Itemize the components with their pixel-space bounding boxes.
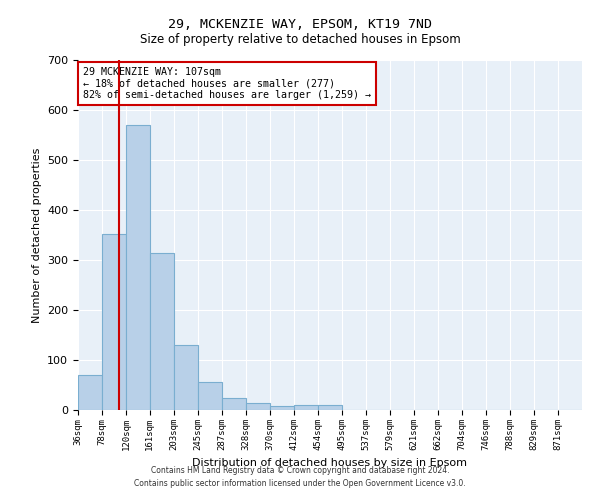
Bar	[102, 234, 126, 410]
Bar	[174, 345, 198, 410]
Text: 29 MCKENZIE WAY: 107sqm
← 18% of detached houses are smaller (277)
82% of semi-d: 29 MCKENZIE WAY: 107sqm ← 18% of detache…	[83, 67, 371, 100]
Bar	[78, 375, 102, 410]
Text: Size of property relative to detached houses in Epsom: Size of property relative to detached ho…	[140, 32, 460, 46]
Bar	[222, 398, 246, 410]
X-axis label: Distribution of detached houses by size in Epsom: Distribution of detached houses by size …	[193, 458, 467, 468]
Bar	[150, 252, 174, 410]
Bar	[318, 405, 342, 410]
Bar	[270, 406, 294, 410]
Bar	[198, 382, 222, 410]
Bar	[294, 405, 318, 410]
Text: 29, MCKENZIE WAY, EPSOM, KT19 7ND: 29, MCKENZIE WAY, EPSOM, KT19 7ND	[168, 18, 432, 30]
Bar	[126, 124, 150, 410]
Bar	[246, 402, 270, 410]
Text: Contains HM Land Registry data © Crown copyright and database right 2024.
Contai: Contains HM Land Registry data © Crown c…	[134, 466, 466, 487]
Y-axis label: Number of detached properties: Number of detached properties	[32, 148, 41, 322]
